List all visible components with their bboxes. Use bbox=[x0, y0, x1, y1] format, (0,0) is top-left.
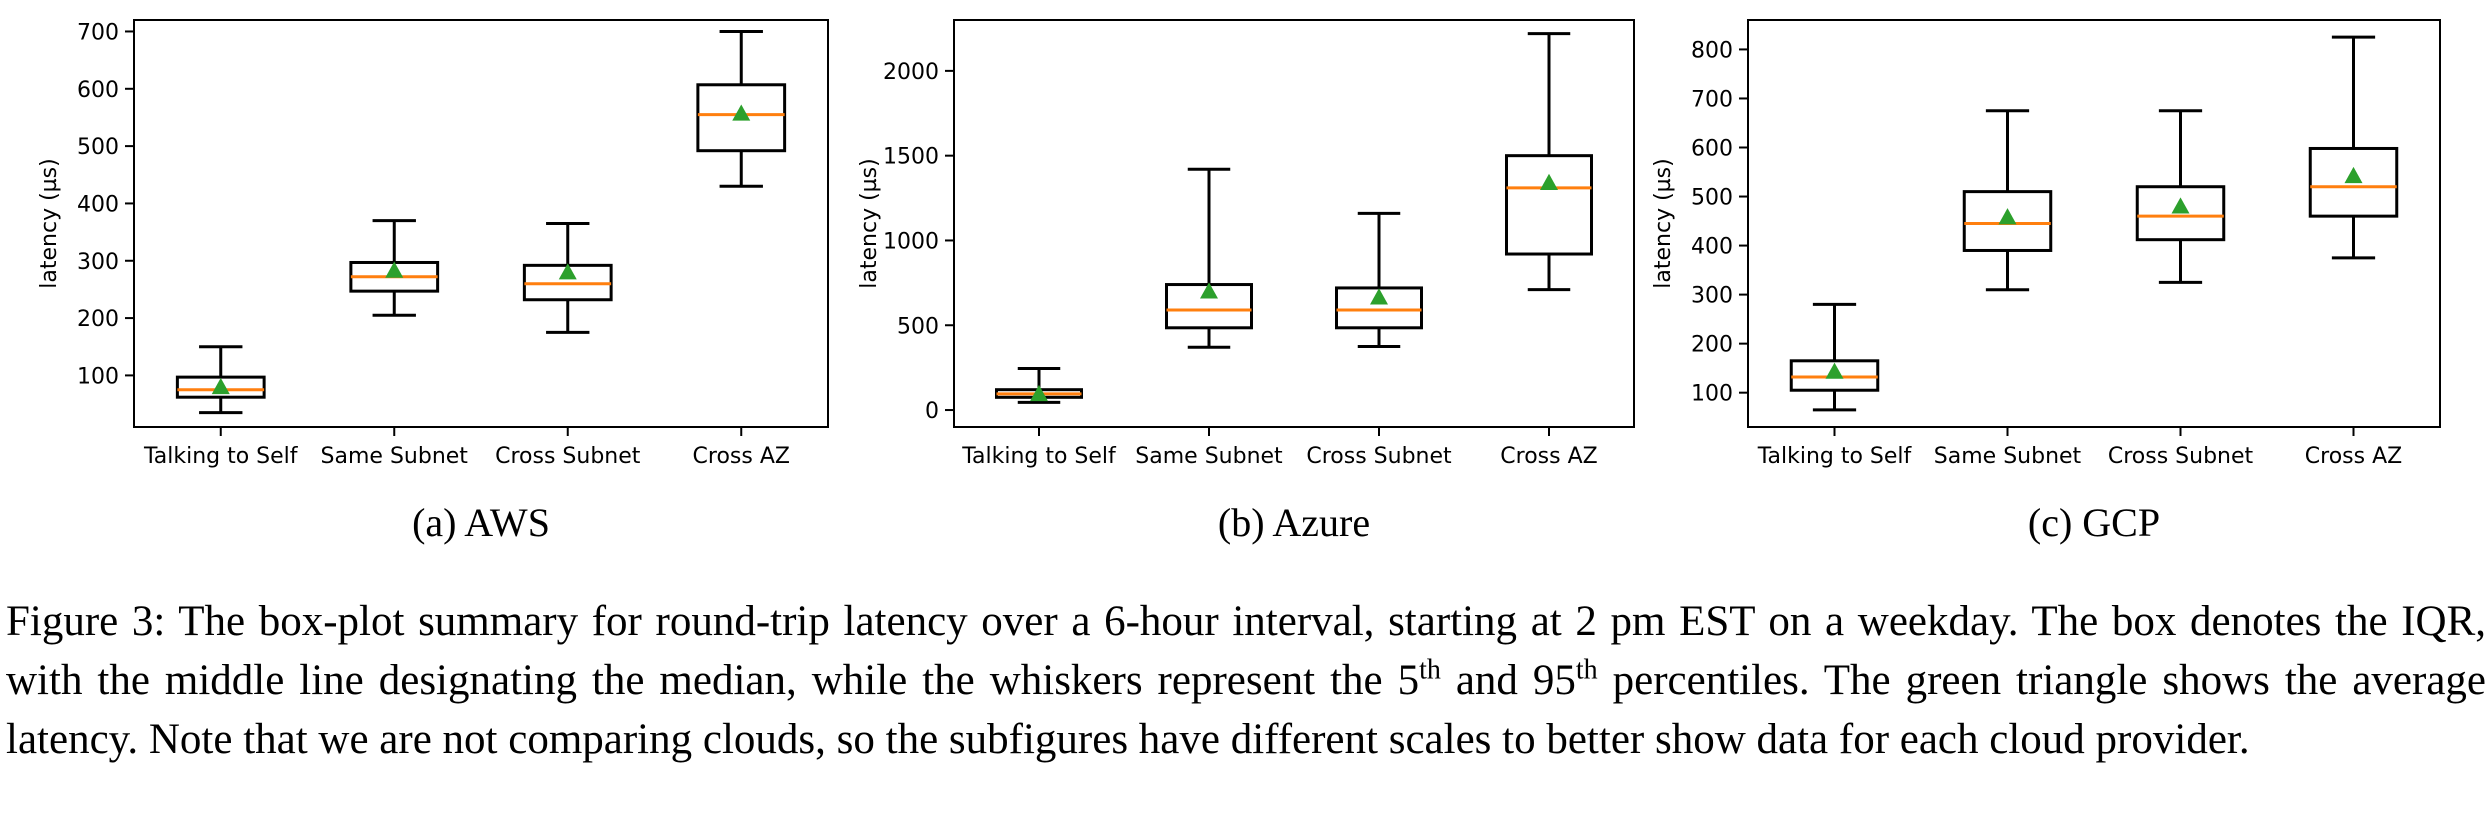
box-same-subnet bbox=[1165, 167, 1253, 349]
iqr-box bbox=[1505, 154, 1593, 256]
mean-marker bbox=[1998, 208, 2017, 225]
y-axis-label: latency (µs) bbox=[1651, 158, 1676, 288]
x-tick-label: Talking to Self bbox=[961, 444, 1117, 469]
caption-text-3: percentiles. The green triangle shows th… bbox=[6, 657, 2486, 763]
caption-text-1: Figure 3: The box-plot summary for round… bbox=[6, 598, 2486, 704]
x-tick-label: Cross AZ bbox=[693, 444, 790, 469]
subcaption: (c) GCP bbox=[2028, 500, 2160, 545]
mean-marker bbox=[1370, 288, 1388, 305]
iqr-box bbox=[1335, 286, 1423, 330]
y-tick-label: 100 bbox=[1691, 382, 1733, 407]
mean-marker bbox=[1540, 173, 1558, 190]
caption-text-2: and 95 bbox=[1440, 657, 1576, 704]
y-tick-label: 300 bbox=[1691, 284, 1733, 309]
x-tick-label: Cross AZ bbox=[2305, 444, 2402, 469]
caption-sup-1: th bbox=[1419, 654, 1441, 686]
y-tick-label: 500 bbox=[897, 314, 939, 339]
mean-marker bbox=[1825, 362, 1844, 379]
y-tick-label: 500 bbox=[77, 135, 119, 160]
subcaption: (a) AWS bbox=[412, 500, 550, 545]
iqr-box bbox=[1962, 190, 2053, 252]
box-cross-subnet bbox=[1335, 211, 1423, 348]
chart-panel-1: 100 200 300 400 500 600 700 latency (µs) Talking… bbox=[37, 19, 829, 545]
box-cross-subnet bbox=[522, 222, 613, 334]
y-tick-label: 300 bbox=[77, 250, 119, 275]
box-same-subnet bbox=[349, 219, 440, 317]
box-talking-to-self bbox=[175, 345, 266, 415]
x-tick-label: Same Subnet bbox=[1135, 444, 1283, 469]
figure-caption: Figure 3: The box-plot summary for round… bbox=[6, 592, 2486, 769]
mean-marker bbox=[1030, 384, 1048, 402]
box-talking-to-self bbox=[995, 366, 1083, 404]
mean-marker bbox=[2171, 197, 2190, 214]
y-tick-label: 600 bbox=[1691, 136, 1733, 161]
iqr-box bbox=[175, 375, 266, 399]
y-tick-label: 1000 bbox=[883, 229, 939, 254]
y-tick-label: 400 bbox=[77, 192, 119, 217]
iqr-box bbox=[696, 83, 787, 153]
y-tick-label: 700 bbox=[1691, 87, 1733, 112]
plot-frame bbox=[133, 19, 829, 428]
y-tick-label: 600 bbox=[77, 78, 119, 103]
mean-marker bbox=[732, 104, 751, 121]
box-same-subnet bbox=[1962, 109, 2053, 292]
y-tick-label: 200 bbox=[1691, 333, 1733, 358]
mean-marker bbox=[385, 261, 404, 278]
y-tick-label: 800 bbox=[1691, 38, 1733, 63]
chart-panel-3: 100 200 300 400 500 600 700 800 latency (µs) Talk… bbox=[1651, 19, 2441, 545]
x-tick-label: Same Subnet bbox=[1934, 444, 2082, 469]
plot-frame bbox=[953, 19, 1635, 428]
y-tick-label: 100 bbox=[77, 364, 119, 389]
x-tick-label: Cross Subnet bbox=[2108, 444, 2254, 469]
iqr-box bbox=[2308, 146, 2399, 218]
y-tick-label: 500 bbox=[1691, 186, 1733, 211]
mean-marker bbox=[2344, 166, 2363, 184]
y-tick-label: 200 bbox=[77, 307, 119, 332]
iqr-box bbox=[2135, 185, 2226, 242]
x-tick-label: Cross AZ bbox=[1500, 444, 1597, 469]
y-tick-label: 0 bbox=[925, 399, 939, 424]
mean-marker bbox=[211, 377, 230, 395]
y-tick-label: 700 bbox=[77, 20, 119, 45]
box-cross-az bbox=[1505, 32, 1593, 292]
x-tick-label: Talking to Self bbox=[143, 444, 299, 469]
plot-frame bbox=[1747, 19, 2441, 428]
box-talking-to-self bbox=[1789, 302, 1880, 412]
x-tick-label: Talking to Self bbox=[1757, 444, 1913, 469]
x-tick-label: Same Subnet bbox=[321, 444, 469, 469]
mean-marker bbox=[1200, 282, 1218, 299]
y-axis-label: latency (µs) bbox=[37, 158, 62, 288]
x-tick-label: Cross Subnet bbox=[495, 444, 641, 469]
y-tick-label: 400 bbox=[1691, 235, 1733, 260]
figure-plots: 100 200 300 400 500 600 700 latency (µs) Talking… bbox=[37, 19, 2441, 545]
caption-sup-2: th bbox=[1575, 654, 1598, 686]
subcaption: (b) Azure bbox=[1218, 500, 1370, 545]
y-tick-label: 2000 bbox=[883, 60, 939, 85]
mean-marker bbox=[558, 263, 577, 280]
y-tick-label: 1500 bbox=[883, 145, 939, 170]
box-cross-az bbox=[2308, 35, 2399, 260]
x-tick-label: Cross Subnet bbox=[1306, 444, 1452, 469]
box-cross-subnet bbox=[2135, 109, 2226, 284]
chart-panel-2: 0 500 1000 1500 2000 latency (µs) Talking to S… bbox=[857, 19, 1635, 545]
y-axis-label: latency (µs) bbox=[857, 158, 882, 288]
box-cross-az bbox=[696, 29, 787, 188]
